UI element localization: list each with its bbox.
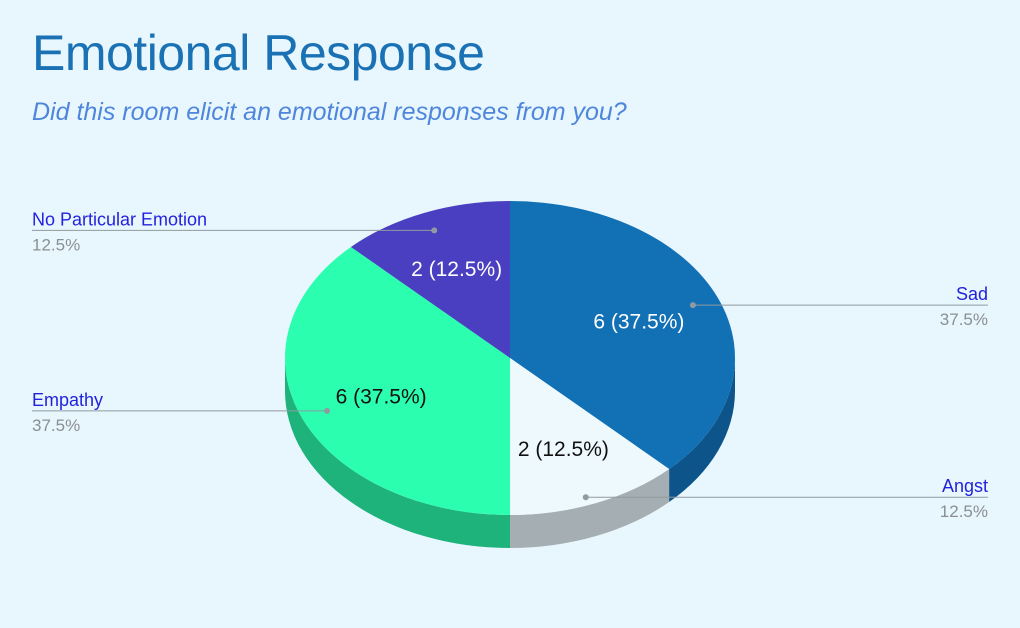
legend-label-no-particular-emotion: No Particular Emotion xyxy=(32,209,207,229)
data-label-sad: 6 (37.5%) xyxy=(593,311,684,334)
pie-slice-empathy xyxy=(284,246,510,516)
legend-label-angst: Angst xyxy=(942,476,988,496)
legend-percent-empathy: 37.5% xyxy=(32,416,80,435)
chart-subtitle: Did this room elicit an emotional respon… xyxy=(32,98,627,126)
chart-title: Emotional Response xyxy=(32,25,485,81)
legend-percent-sad: 37.5% xyxy=(940,310,988,329)
leader-dot-sad xyxy=(689,302,696,309)
pie-side-empathy xyxy=(285,358,510,548)
leader-dot-angst xyxy=(582,494,589,501)
pie-slice-angst xyxy=(510,358,670,515)
pie-side-sad xyxy=(669,358,735,503)
leader-dot-no-particular-emotion xyxy=(431,227,438,234)
legend-percent-no-particular-emotion: 12.5% xyxy=(32,235,80,254)
leader-dot-empathy xyxy=(324,407,331,414)
legend-label-sad: Sad xyxy=(956,284,988,304)
data-label-angst: 2 (12.5%) xyxy=(518,438,609,461)
data-label-empathy: 6 (37.5%) xyxy=(336,385,427,408)
legend-percent-angst: 12.5% xyxy=(940,502,988,521)
data-label-no-particular-emotion: 2 (12.5%) xyxy=(411,258,502,281)
pie-slice-sad xyxy=(510,201,736,470)
pie-side-angst xyxy=(510,469,670,548)
pie-slice-no-particular-emotion xyxy=(350,201,510,358)
legend-label-empathy: Empathy xyxy=(32,390,103,410)
